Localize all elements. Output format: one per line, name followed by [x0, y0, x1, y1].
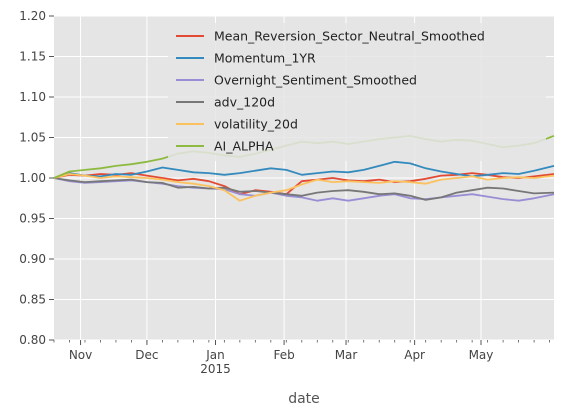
y-axis: 0.80 0.85 0.90 0.95 1.00 1.05 1.10 1.15 1.20 — [19, 9, 54, 347]
series-line-3 — [53, 177, 555, 201]
x-tick-label: May — [469, 348, 494, 362]
y-tick-label: 0.90 — [19, 252, 46, 266]
y-tick-label: 1.10 — [19, 90, 46, 104]
y-tick-label: 1.20 — [19, 9, 46, 23]
legend-box — [168, 23, 546, 161]
x-tick-label: Jan — [205, 348, 225, 362]
series-line-1 — [53, 160, 555, 179]
x-tick-sublabel: 2015 — [200, 362, 231, 376]
y-tick-label: 1.15 — [19, 50, 46, 64]
legend-entry-label: Momentum_1YR — [214, 51, 316, 66]
legend: Mean_Reversion_Sector_Neutral_Smoothed Mo… — [168, 23, 546, 161]
y-tick-label: 0.85 — [19, 293, 46, 307]
y-tick-label: 1.05 — [19, 131, 46, 145]
y-tick-label: 0.95 — [19, 212, 46, 226]
x-tick-label: Feb — [273, 348, 294, 362]
legend-entry-label: volatility_20d — [214, 117, 298, 132]
x-tick-label: Mar — [335, 348, 358, 362]
legend-entry-label: Mean_Reversion_Sector_Neutral_Smoothed — [214, 29, 485, 44]
y-tick-label: 1.00 — [19, 171, 46, 185]
legend-entry-label: Overnight_Sentiment_Smoothed — [214, 73, 417, 88]
x-tick-label: Nov — [69, 348, 92, 362]
x-axis-label: date — [288, 391, 320, 407]
x-tick-label: Dec — [135, 348, 158, 362]
legend-entry-label: adv_120d — [214, 95, 275, 110]
y-tick-label: 0.80 — [19, 333, 46, 347]
x-tick-label: Apr — [404, 348, 425, 362]
legend-entry-label: AI_ALPHA — [214, 139, 274, 154]
series-line-4 — [53, 173, 555, 202]
